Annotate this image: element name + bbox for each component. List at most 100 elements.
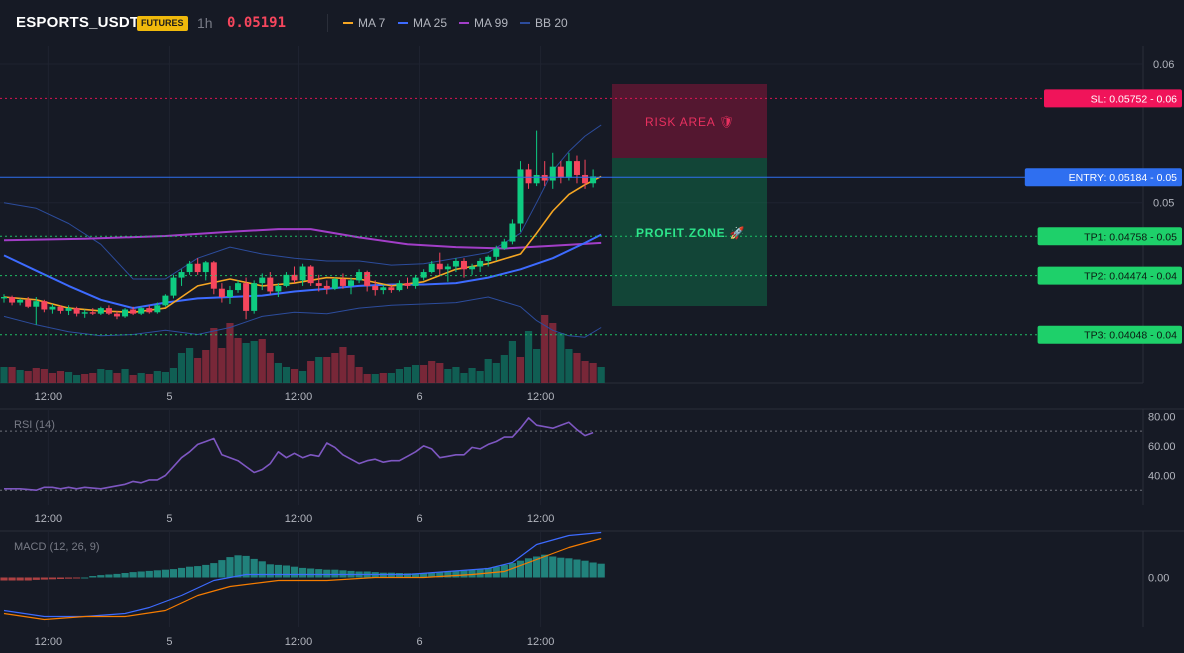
volume-bar xyxy=(298,371,307,383)
symbol-label[interactable]: ESPORTS_USDT xyxy=(16,14,140,31)
header-divider xyxy=(327,14,328,32)
macd-histogram-bar xyxy=(218,560,226,578)
candle-body xyxy=(582,174,589,184)
volume-bar xyxy=(56,371,65,383)
candle-body xyxy=(146,308,153,313)
volume-bar xyxy=(573,353,581,383)
macd-histogram-bar xyxy=(81,577,89,579)
macd-histogram-bar xyxy=(403,573,412,578)
macd-histogram-bar xyxy=(395,573,404,578)
macd-histogram-bar xyxy=(444,571,452,578)
candle-body xyxy=(372,285,379,291)
candle-body xyxy=(210,262,217,289)
macd-histogram-bar xyxy=(581,560,589,578)
time-tick-label: 12:00 xyxy=(35,391,63,403)
volume-bar xyxy=(177,353,186,383)
macd-histogram-bar xyxy=(177,567,186,578)
candle-body xyxy=(356,272,363,281)
volume-bar xyxy=(161,372,169,383)
macd-histogram-bar xyxy=(436,572,444,578)
macd-histogram-bar xyxy=(89,576,97,578)
timeframe-label[interactable]: 1h xyxy=(197,15,213,31)
candle-body xyxy=(130,309,137,314)
level-tag-bg xyxy=(1044,89,1182,108)
macd-histogram-bar xyxy=(508,563,517,578)
macd-histogram-bar xyxy=(331,569,339,578)
volume-bar xyxy=(105,370,113,383)
macd-histogram-bar xyxy=(266,564,274,578)
volume-bar xyxy=(347,355,355,383)
candle-body xyxy=(291,274,298,281)
macd-histogram-bar xyxy=(186,566,194,578)
time-tick-label: 12:00 xyxy=(527,391,555,403)
time-tick-label: 12:00 xyxy=(285,513,313,525)
volume-bar xyxy=(81,374,89,383)
volume-bar xyxy=(323,357,331,383)
legend-ma25[interactable]: MA 25 xyxy=(398,16,447,30)
volume-bar xyxy=(48,373,57,383)
volume-bar xyxy=(565,349,573,383)
volume-bar xyxy=(436,363,444,383)
volume-bar xyxy=(169,368,178,383)
candle-body xyxy=(299,266,306,281)
candle-body xyxy=(396,283,403,291)
legend-ma99[interactable]: MA 99 xyxy=(459,16,508,30)
volume-bar xyxy=(129,375,137,383)
legend-swatch-ma25 xyxy=(398,22,408,24)
volume-bar xyxy=(476,371,484,383)
moving-averages xyxy=(3,175,602,314)
macd-signal-line xyxy=(3,537,602,621)
macd-histogram-bar xyxy=(113,573,121,578)
volume-bars xyxy=(0,315,605,383)
macd-histogram-bar xyxy=(452,570,460,578)
volume-bar xyxy=(32,368,40,383)
time-tick-label: 6 xyxy=(417,391,423,403)
macd-histogram-bar xyxy=(533,556,541,578)
volume-bar xyxy=(226,323,234,383)
ma25-line xyxy=(3,233,602,310)
candle-body xyxy=(170,277,177,296)
macd-histogram-bar xyxy=(250,558,258,578)
candle-body xyxy=(436,263,443,270)
macd-histogram-bar xyxy=(282,565,291,578)
macd-histogram-bar xyxy=(460,570,468,578)
macd-histogram-bar xyxy=(557,557,565,578)
macd-title: MACD (12, 26, 9) xyxy=(14,541,100,553)
candle-body xyxy=(315,283,322,286)
candle-body xyxy=(485,256,492,261)
time-tick-label: 12:00 xyxy=(527,636,555,648)
candle-body xyxy=(267,277,274,292)
volume-bar xyxy=(420,365,428,383)
last-price: 0.05191 xyxy=(227,15,287,31)
candle-body xyxy=(202,262,209,273)
rsi-tick-label: 40.00 xyxy=(1148,470,1176,482)
volume-bar xyxy=(589,363,597,383)
volume-bar xyxy=(234,338,242,383)
candle-body xyxy=(428,263,435,273)
volume-bar xyxy=(363,374,371,383)
level-tag-label: SL: 0.05752 - 0.06 xyxy=(1091,93,1178,105)
candle-body xyxy=(33,301,40,307)
bollinger-upper-line xyxy=(3,124,602,280)
macd-histogram-bar xyxy=(73,577,81,579)
volume-bar xyxy=(73,375,81,383)
candle-body xyxy=(17,299,24,303)
candle-body xyxy=(339,278,346,286)
candle-body xyxy=(243,283,250,311)
volume-bar xyxy=(428,361,436,383)
risk-area-zone xyxy=(612,84,767,158)
chart-header: ESPORTS_USDT FUTURES 1h 0.05191 MA 7 MA … xyxy=(0,0,1184,46)
macd-tick-label: 0.00 xyxy=(1148,573,1169,585)
time-tick-label: 12:00 xyxy=(35,636,63,648)
candle-body xyxy=(404,283,411,286)
legend-bb20[interactable]: BB 20 xyxy=(520,16,568,30)
volume-bar xyxy=(500,355,508,383)
legend-label-ma7: MA 7 xyxy=(358,16,386,30)
volume-bar xyxy=(395,369,404,383)
volume-bar xyxy=(282,367,291,383)
legend-ma7[interactable]: MA 7 xyxy=(343,16,385,30)
volume-bar xyxy=(339,347,347,383)
macd-histogram-bar xyxy=(194,566,202,578)
volume-bar xyxy=(524,331,533,383)
